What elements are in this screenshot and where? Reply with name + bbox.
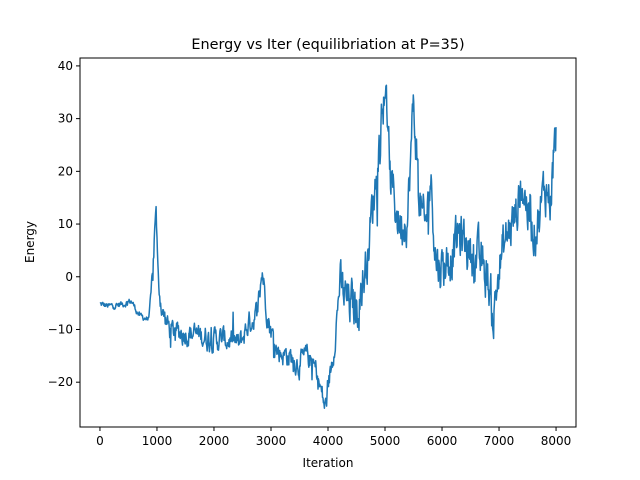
plot-area bbox=[99, 84, 557, 409]
y-tick-label: 40 bbox=[58, 59, 73, 73]
x-axis-ticks: 0 1000 2000 3000 4000 5000 6000 7000 8000 bbox=[96, 427, 571, 448]
y-tick-label: 10 bbox=[58, 217, 73, 231]
energy-series-line bbox=[99, 84, 557, 409]
x-tick-label: 0 bbox=[96, 434, 104, 448]
y-tick-label: −10 bbox=[48, 322, 73, 336]
chart-title: Energy vs Iter (equilibriation at P=35) bbox=[191, 37, 464, 53]
x-axis-label: Iteration bbox=[303, 456, 354, 470]
y-tick-label: 0 bbox=[65, 270, 73, 284]
y-tick-label: −20 bbox=[48, 375, 73, 389]
x-tick-label: 7000 bbox=[484, 434, 515, 448]
x-tick-label: 1000 bbox=[142, 434, 173, 448]
x-tick-label: 4000 bbox=[313, 434, 344, 448]
y-axis-ticks: −20 −10 0 10 20 30 40 bbox=[48, 59, 80, 389]
x-tick-label: 2000 bbox=[199, 434, 230, 448]
x-tick-label: 8000 bbox=[541, 434, 572, 448]
y-tick-label: 20 bbox=[58, 164, 73, 178]
x-tick-label: 6000 bbox=[427, 434, 458, 448]
y-tick-label: 30 bbox=[58, 112, 73, 126]
y-axis-label: Energy bbox=[23, 221, 37, 263]
x-tick-label: 3000 bbox=[256, 434, 287, 448]
x-tick-label: 5000 bbox=[370, 434, 401, 448]
